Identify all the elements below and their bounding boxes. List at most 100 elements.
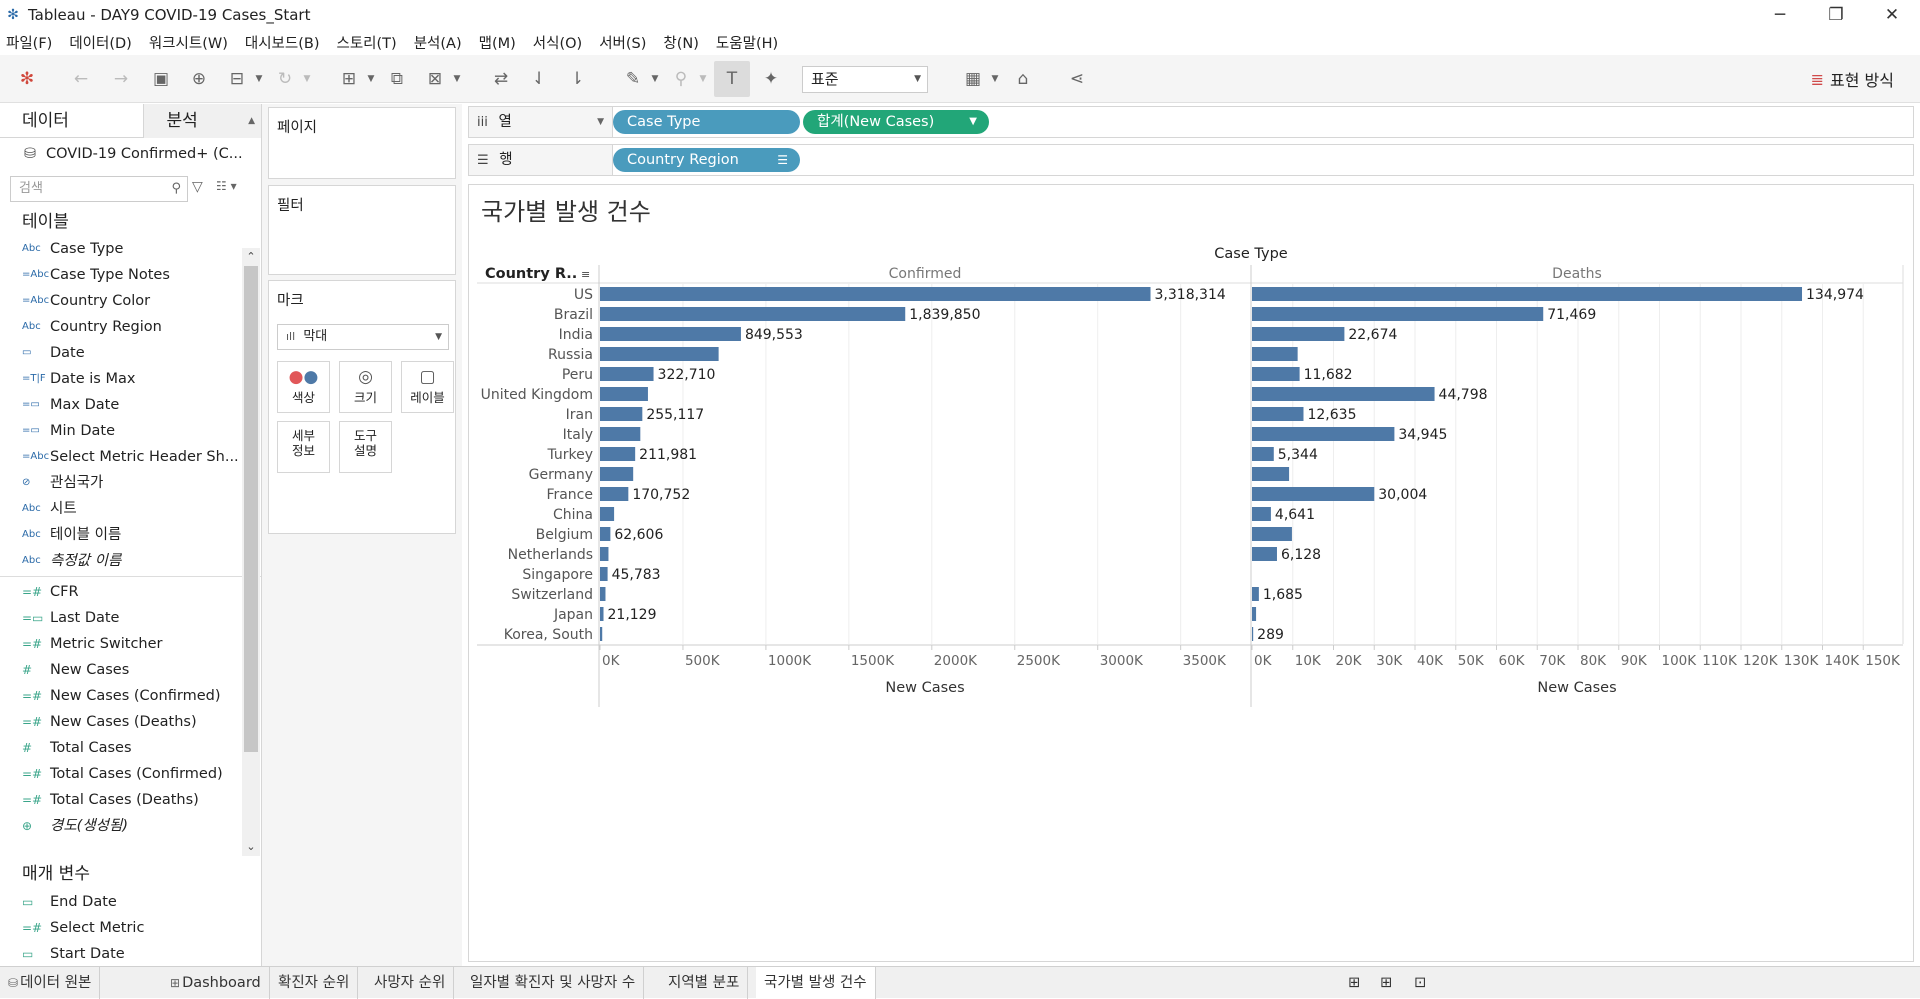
sort-ascending-icon[interactable]: ⇃ <box>531 69 547 89</box>
param-field-0[interactable]: ▭ End Date <box>0 889 242 915</box>
menu-item-1[interactable]: 데이터(D) <box>69 35 132 52</box>
close-button[interactable]: ✕ <box>1884 5 1900 25</box>
param-field-1[interactable]: =# Select Metric <box>0 915 242 941</box>
mea-field-1[interactable]: =▭ Last Date <box>0 605 261 631</box>
sheet-tab-3[interactable]: 사망자 순위 <box>366 967 455 999</box>
show-cards-icon[interactable]: ▦ <box>964 69 982 89</box>
maximize-button[interactable]: ❐ <box>1828 5 1844 25</box>
highlight-dropdown-icon[interactable]: ▼ <box>651 74 659 84</box>
minimize-button[interactable]: ─ <box>1774 5 1786 25</box>
sheet-tab-6[interactable]: 국가별 발생 건수 <box>756 967 876 999</box>
filters-card[interactable]: 필터 <box>268 185 456 275</box>
search-input[interactable]: 검색 ⚲ <box>10 176 188 202</box>
mea-field-6[interactable]: # Total Cases <box>0 735 261 761</box>
dim-field-6[interactable]: =▭ Max Date <box>0 392 261 418</box>
presentation-mode-icon[interactable]: ⌂ <box>1017 69 1029 89</box>
refresh-icon[interactable]: ↻ <box>277 69 293 89</box>
color-button[interactable]: ●● 색상 <box>277 361 330 413</box>
new-datasource-icon[interactable]: ⊕ <box>191 69 207 89</box>
pill-case-type[interactable]: Case Type <box>613 110 800 134</box>
pause-updates-icon[interactable]: ⊟ <box>229 69 245 89</box>
sheet-tab-5[interactable]: 지역별 분포 <box>660 967 749 999</box>
sheet-tab-4[interactable]: 일자별 확진자 및 사망자 수 <box>462 967 645 999</box>
scrollbar-thumb[interactable] <box>244 266 258 752</box>
mea-field-4[interactable]: =# New Cases (Confirmed) <box>0 683 261 709</box>
datasource-item[interactable]: ⛁ COVID-19 Confirmed+ (C... <box>0 138 261 170</box>
mea-field-3[interactable]: # New Cases <box>0 657 261 683</box>
dim-field-0[interactable]: Abc Case Type <box>0 236 261 262</box>
sheet-tab-1[interactable]: ⊞ Dashboard <box>162 967 270 999</box>
sort-descending-icon[interactable]: ⇂ <box>569 69 585 89</box>
undo-icon[interactable]: ← <box>73 69 89 89</box>
redo-icon[interactable]: → <box>113 69 129 89</box>
tab-data[interactable]: 데이터 <box>22 111 69 131</box>
chevron-down-icon[interactable]: ⌄ <box>246 840 256 853</box>
menu-item-10[interactable]: 도움말(H) <box>715 35 779 52</box>
view-options-icon[interactable]: ☷ ▾ <box>216 179 237 193</box>
field-list-scrollbar[interactable]: ⌃ ⌄ <box>242 248 260 856</box>
new-story-tab-icon[interactable]: ⊡ <box>1406 967 1434 999</box>
pill-country-region[interactable]: Country Region ☰ <box>613 148 800 172</box>
clear-dropdown-icon[interactable]: ▼ <box>453 74 461 84</box>
show-cards-dropdown-icon[interactable]: ▼ <box>991 74 999 84</box>
fix-axes-icon[interactable]: ✦ <box>763 69 779 89</box>
menu-item-3[interactable]: 대시보드(B) <box>244 35 320 52</box>
save-icon[interactable]: ▣ <box>152 69 170 89</box>
rows-shelf[interactable]: ☰ 행 Country Region ☰ <box>468 144 1914 176</box>
mark-type-dropdown[interactable]: ıll 막대 ▼ <box>277 324 449 350</box>
mea-field-7[interactable]: =# Total Cases (Confirmed) <box>0 761 261 787</box>
dim-field-11[interactable]: Abc 테이블 이름 <box>0 522 261 548</box>
menu-item-0[interactable]: 파일(F) <box>6 35 53 52</box>
menu-item-2[interactable]: 워크시트(W) <box>148 35 228 52</box>
dim-field-10[interactable]: Abc 시트 <box>0 496 261 522</box>
dim-field-8[interactable]: =Abc Select Metric Header Sh... <box>0 444 261 470</box>
label-button[interactable]: ▢ 레이블 <box>401 361 454 413</box>
sheet-tab-2[interactable]: 확진자 순위 <box>270 967 359 999</box>
group-dropdown-icon[interactable]: ▼ <box>699 74 707 84</box>
show-me-button[interactable]: ≣ 표현 방식 <box>1811 67 1894 91</box>
refresh-dropdown-icon[interactable]: ▼ <box>303 74 311 84</box>
menu-item-9[interactable]: 창(N) <box>663 35 699 52</box>
swap-rows-columns-icon[interactable]: ⇄ <box>493 69 509 89</box>
new-worksheet-icon[interactable]: ⊞ <box>341 69 357 89</box>
mea-field-9[interactable]: ⊕ 경도(생성됨) <box>0 813 261 839</box>
tableau-home-icon[interactable]: ✻ <box>19 69 35 89</box>
clear-sheet-icon[interactable]: ⊠ <box>427 69 443 89</box>
tooltip-button[interactable]: 도구 설명 <box>339 421 392 473</box>
menu-item-7[interactable]: 서식(O) <box>532 35 583 52</box>
dim-field-12[interactable]: Abc 측정값 이름 <box>0 548 261 574</box>
mea-field-5[interactable]: =# New Cases (Deaths) <box>0 709 261 735</box>
mea-field-10[interactable]: #레코드 수 <box>0 839 261 844</box>
sheet-tab-0[interactable]: ⛁ 데이터 원본 <box>0 967 101 999</box>
dim-field-7[interactable]: =▭ Min Date <box>0 418 261 444</box>
tab-analysis[interactable]: 분석 ▲ <box>143 104 261 138</box>
new-dashboard-tab-icon[interactable]: ⊞ <box>1372 967 1400 999</box>
mea-field-2[interactable]: =# Metric Switcher <box>0 631 261 657</box>
chevron-up-icon[interactable]: ⌃ <box>246 250 256 263</box>
columns-shelf[interactable]: iii 열 ▼ Case Type 합계(New Cases) ▼ <box>468 106 1914 138</box>
menu-item-4[interactable]: 스토리(T) <box>336 35 397 52</box>
menu-item-8[interactable]: 서버(S) <box>599 35 647 52</box>
size-button[interactable]: ◎ 크기 <box>339 361 392 413</box>
group-members-icon[interactable]: ⚲ <box>674 69 688 89</box>
pages-card[interactable]: 페이지 <box>268 107 456 179</box>
highlight-icon[interactable]: ✎ <box>625 69 641 89</box>
dim-field-1[interactable]: =Abc Case Type Notes <box>0 262 261 288</box>
dim-field-3[interactable]: Abc Country Region <box>0 314 261 340</box>
param-field-2[interactable]: ▭ Start Date <box>0 941 242 967</box>
detail-button[interactable]: 세부 정보 <box>277 421 330 473</box>
mea-field-0[interactable]: =# CFR <box>0 579 261 605</box>
share-icon[interactable]: ⋖ <box>1069 69 1085 89</box>
dim-field-9[interactable]: ⊘ 관심국가 <box>0 470 261 496</box>
dim-field-2[interactable]: =Abc Country Color <box>0 288 261 314</box>
mea-field-8[interactable]: =# Total Cases (Deaths) <box>0 787 261 813</box>
new-worksheet-dropdown-icon[interactable]: ▼ <box>367 74 375 84</box>
pause-dropdown-icon[interactable]: ▼ <box>255 74 263 84</box>
fit-dropdown[interactable]: 표준 ▼ <box>802 66 928 93</box>
menu-item-6[interactable]: 맵(M) <box>478 35 516 52</box>
dim-field-5[interactable]: =T|F Date is Max <box>0 366 261 392</box>
menu-item-5[interactable]: 분석(A) <box>413 35 462 52</box>
pill-sum-new-cases[interactable]: 합계(New Cases) ▼ <box>803 110 989 134</box>
new-worksheet-tab-icon[interactable]: ⊞ <box>1340 967 1368 999</box>
filter-icon[interactable]: ▽ <box>192 179 203 195</box>
